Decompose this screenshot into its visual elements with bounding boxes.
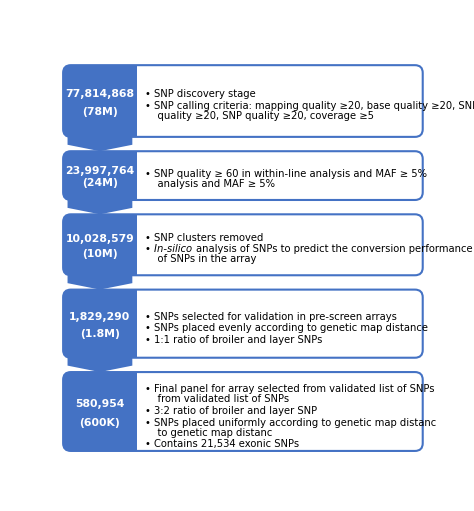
Text: • SNPs selected for validation in pre-screen arrays: • SNPs selected for validation in pre-sc… — [145, 312, 397, 321]
Bar — [128, 290, 137, 358]
Text: • SNP quality ≥ 60 in within-line analysis and MAF ≥ 5%: • SNP quality ≥ 60 in within-line analys… — [145, 169, 427, 178]
Bar — [128, 214, 137, 275]
Text: (600K): (600K) — [80, 419, 120, 428]
FancyBboxPatch shape — [63, 290, 423, 358]
Text: • In-silico: • In-silico — [145, 244, 195, 254]
Text: • 3:2 ratio of broiler and layer SNP: • 3:2 ratio of broiler and layer SNP — [145, 406, 318, 416]
Text: • SNP clusters removed: • SNP clusters removed — [145, 233, 264, 243]
Text: • SNPs placed uniformly according to genetic map distanc: • SNPs placed uniformly according to gen… — [145, 417, 437, 428]
Text: • SNP calling criteria: mapping quality ≥20, base quality ≥20, SNP quality ≥20, : • SNP calling criteria: mapping quality … — [145, 101, 474, 110]
Text: 1,829,290: 1,829,290 — [69, 312, 130, 322]
Text: analysis of SNPs to predict the conversion performance of SNPs in the array: analysis of SNPs to predict the conversi… — [196, 244, 474, 254]
Text: to genetic map distanc: to genetic map distanc — [145, 428, 273, 437]
FancyBboxPatch shape — [63, 214, 423, 275]
FancyBboxPatch shape — [63, 151, 137, 200]
Bar — [128, 65, 137, 137]
Polygon shape — [67, 200, 132, 214]
Text: • SNPs placed evenly according to genetic map distance: • SNPs placed evenly according to geneti… — [145, 323, 428, 333]
Text: • 1:1 ratio of broiler and layer SNPs: • 1:1 ratio of broiler and layer SNPs — [145, 335, 323, 345]
Polygon shape — [67, 358, 132, 372]
Text: of SNPs in the array: of SNPs in the array — [145, 254, 256, 264]
Text: (10M): (10M) — [82, 249, 118, 259]
Text: • Contains 21,534 exonic SNPs: • Contains 21,534 exonic SNPs — [145, 439, 300, 449]
Text: quality ≥20, SNP quality ≥20, coverage ≥5: quality ≥20, SNP quality ≥20, coverage ≥… — [145, 110, 374, 121]
FancyBboxPatch shape — [63, 214, 137, 275]
Polygon shape — [67, 137, 132, 151]
Polygon shape — [67, 275, 132, 290]
FancyBboxPatch shape — [63, 372, 423, 451]
Text: 10,028,579: 10,028,579 — [65, 234, 134, 244]
Text: from validated list of SNPs: from validated list of SNPs — [145, 394, 290, 405]
Bar — [128, 151, 137, 200]
FancyBboxPatch shape — [63, 65, 423, 137]
FancyBboxPatch shape — [63, 65, 137, 137]
FancyBboxPatch shape — [63, 290, 137, 358]
Text: 580,954: 580,954 — [75, 399, 125, 409]
Text: (24M): (24M) — [82, 178, 118, 188]
Text: (78M): (78M) — [82, 107, 118, 117]
Text: • SNP discovery stage: • SNP discovery stage — [145, 89, 256, 99]
Bar — [128, 372, 137, 451]
Text: • Final panel for array selected from validated list of SNPs: • Final panel for array selected from va… — [145, 384, 435, 394]
FancyBboxPatch shape — [63, 151, 423, 200]
Text: 23,997,764: 23,997,764 — [65, 166, 135, 176]
Text: 77,814,868: 77,814,868 — [65, 89, 135, 99]
Text: (1.8M): (1.8M) — [80, 329, 120, 339]
FancyBboxPatch shape — [63, 372, 137, 451]
Text: analysis and MAF ≥ 5%: analysis and MAF ≥ 5% — [145, 179, 275, 189]
